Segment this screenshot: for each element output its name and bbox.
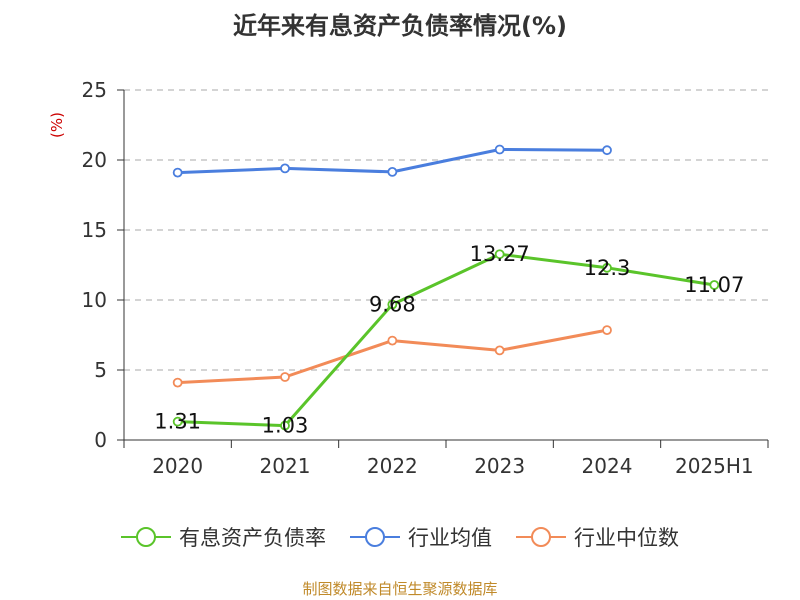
y-tick-label: 25 <box>82 78 107 102</box>
data-point-series-1 <box>602 145 612 156</box>
series-line-0 <box>177 252 715 428</box>
data-label: 9.68 <box>369 292 416 316</box>
data-point-series-0 <box>172 416 183 427</box>
x-tick-label: 2023 <box>474 454 525 478</box>
x-tick-label: 2020 <box>152 454 203 478</box>
data-point-series-0 <box>602 262 612 273</box>
legend-item-industry-mean[interactable]: 行业均值 <box>350 522 492 552</box>
data-point-series-1 <box>280 163 290 174</box>
data-point-series-2 <box>602 325 612 336</box>
data-point-series-2 <box>387 335 398 346</box>
legend-label-industry-median: 行业中位数 <box>574 526 679 550</box>
data-point-series-2 <box>172 377 183 388</box>
y-tick-label: 20 <box>82 148 107 172</box>
chart-title: 近年来有息资产负债率情况(%) <box>233 12 567 40</box>
legend: 有息资产负债率 行业均值 行业中位数 <box>0 522 800 552</box>
data-point-series-2 <box>280 372 290 382</box>
data-label: 1.31 <box>154 410 201 434</box>
y-axis-label: (%) <box>48 112 66 138</box>
x-tick-label: 2021 <box>260 454 311 478</box>
data-point-series-0 <box>280 420 290 431</box>
data-point-series-0 <box>709 280 720 290</box>
data-point-series-0 <box>387 299 398 310</box>
data-point-series-2 <box>494 345 505 356</box>
legend-marker-industry-median <box>516 527 566 547</box>
x-tick-label: 2024 <box>582 454 633 478</box>
y-tick-label: 10 <box>82 288 107 312</box>
data-point-series-0 <box>494 249 505 260</box>
y-tick-label: 0 <box>94 428 107 452</box>
legend-label-debt-ratio: 有息资产负债率 <box>179 526 326 550</box>
x-tick-label: 2022 <box>367 454 418 478</box>
data-label: 13.27 <box>470 242 530 266</box>
legend-label-industry-mean: 行业均值 <box>408 526 492 550</box>
x-tick-label: 2025H1 <box>675 454 754 478</box>
data-label: 11.07 <box>684 273 744 297</box>
y-tick-label: 5 <box>94 358 107 382</box>
data-point-series-1 <box>387 166 398 177</box>
legend-item-industry-median[interactable]: 行业中位数 <box>516 522 679 552</box>
legend-marker-industry-mean <box>350 527 400 547</box>
y-tick-label: 15 <box>82 218 107 242</box>
legend-item-debt-ratio[interactable]: 有息资产负债率 <box>121 522 326 552</box>
data-label: 12.3 <box>584 256 631 280</box>
data-label: 1.03 <box>262 414 309 438</box>
source-note: 制图数据来自恒生聚源数据库 <box>302 580 498 598</box>
legend-marker-debt-ratio <box>121 527 171 547</box>
data-point-series-1 <box>494 144 505 155</box>
data-point-series-1 <box>172 167 183 178</box>
